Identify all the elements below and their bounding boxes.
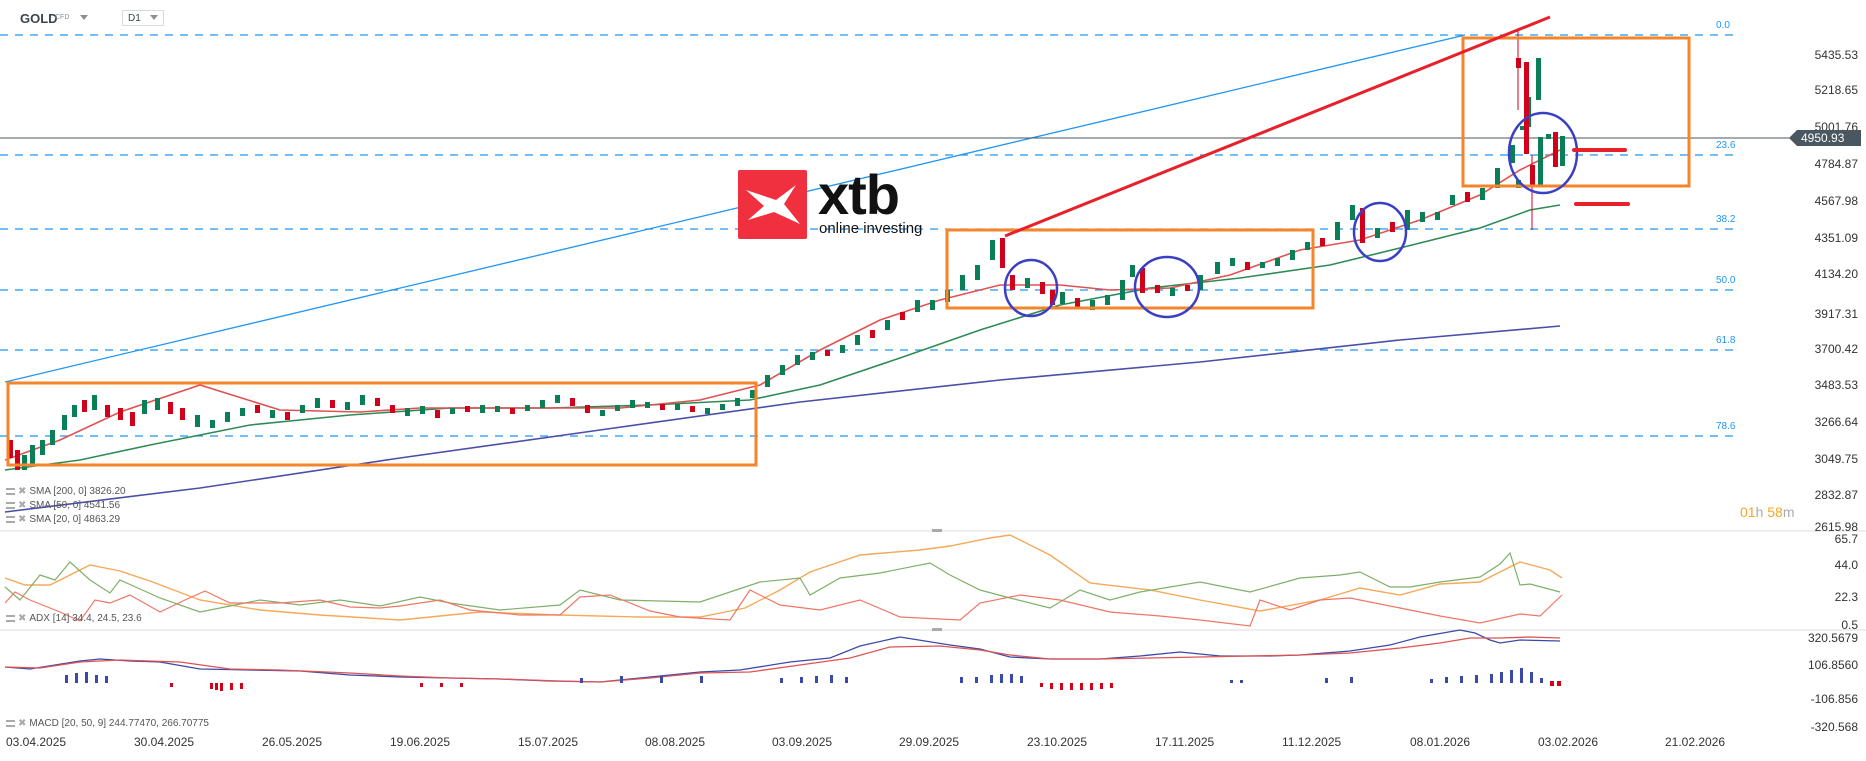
highlight-circles	[1003, 111, 1579, 319]
fib-label: 0.0	[1716, 20, 1730, 31]
price-label: 3266.64	[1814, 415, 1858, 429]
symbol-dropdown-icon[interactable]	[80, 15, 88, 20]
fib-label: 50.0	[1716, 275, 1736, 286]
price-label: 4567.98	[1814, 194, 1858, 208]
macd-axis-label: 106.8560	[1807, 658, 1858, 672]
fib-label: 38.2	[1716, 214, 1736, 225]
date-label: 08.01.2026	[1410, 735, 1471, 749]
legend-macd: ✖ MACD [20, 50, 9] 244.77470, 266.70775	[6, 718, 209, 729]
xtb-x-icon	[738, 170, 807, 239]
price-label: 5435.53	[1814, 48, 1858, 62]
settings-icon[interactable]	[6, 502, 15, 509]
date-label: 03.02.2026	[1538, 735, 1599, 749]
adx-axis-label: 0.5	[1841, 618, 1858, 632]
legend-sma50: ✖ SMA [50, 0] 4541.56	[6, 500, 120, 511]
price-label: 3049.75	[1814, 452, 1858, 466]
price-label: 3700.42	[1814, 342, 1858, 356]
close-icon[interactable]: ✖	[18, 486, 27, 497]
macd-axis-label: -320.568	[1810, 720, 1858, 734]
price-label: 4134.20	[1814, 267, 1858, 281]
chart-toolbar: GOLD CFD D1	[0, 0, 1866, 32]
legend-adx: ✖ ADX [14] 34.4, 24.5, 23.6	[6, 613, 142, 624]
date-label: 26.05.2025	[262, 735, 323, 749]
settings-icon[interactable]	[6, 615, 15, 622]
symbol-name[interactable]: GOLD	[20, 11, 58, 26]
date-label: 23.10.2025	[1027, 735, 1088, 749]
date-label: 29.09.2025	[899, 735, 960, 749]
date-label: 03.04.2025	[6, 735, 67, 749]
timeframe-value: D1	[128, 13, 141, 24]
fibonacci-levels	[0, 34, 1740, 437]
current-price-tag: 4950.93	[1789, 130, 1861, 146]
date-label: 03.09.2025	[772, 735, 833, 749]
symbol-type: CFD	[55, 14, 70, 21]
price-label: 2615.98	[1814, 520, 1858, 534]
date-label: 08.08.2025	[645, 735, 706, 749]
legend-sma200: ✖ SMA [200, 0] 3826.20	[6, 486, 126, 497]
adx-axis-label: 22.3	[1834, 590, 1858, 604]
price-label: 4351.09	[1814, 231, 1858, 245]
close-icon[interactable]: ✖	[18, 613, 27, 624]
price-label: 4784.87	[1814, 157, 1858, 171]
macd-axis-label: -106.856	[1810, 692, 1858, 706]
close-icon[interactable]: ✖	[18, 500, 27, 511]
settings-icon[interactable]	[6, 516, 15, 523]
settings-icon[interactable]	[6, 720, 15, 727]
settings-icon[interactable]	[6, 488, 15, 495]
date-label: 15.07.2025	[518, 735, 579, 749]
macd-axis-label: 320.5679	[1807, 631, 1858, 645]
adx-axis-label: 65.7	[1834, 532, 1858, 546]
candle-countdown: 01h 58m	[1740, 504, 1795, 520]
price-label: 2832.87	[1814, 488, 1858, 502]
fib-label: 78.6	[1716, 421, 1736, 432]
date-label: 30.04.2025	[134, 735, 195, 749]
close-icon[interactable]: ✖	[18, 514, 27, 525]
price-label: 3917.31	[1814, 307, 1858, 321]
adx-axis-label: 44.0	[1834, 558, 1858, 572]
date-label: 19.06.2025	[390, 735, 451, 749]
price-label: 3483.53	[1814, 378, 1858, 392]
price-label: 5218.65	[1814, 83, 1858, 97]
logo-tagline: online investing	[819, 220, 923, 237]
chevron-down-icon	[150, 15, 158, 20]
fib-label: 23.6	[1716, 140, 1736, 151]
logo-brand: xtb	[818, 163, 900, 226]
timeframe-select[interactable]: D1	[122, 10, 164, 26]
fib-label: 61.8	[1716, 335, 1736, 346]
date-label: 11.12.2025	[1282, 735, 1342, 749]
candlesticks	[8, 30, 1565, 470]
legend-sma20: ✖ SMA [20, 0] 4863.29	[6, 514, 120, 525]
date-label: 21.02.2026	[1665, 735, 1726, 749]
range-boxes	[6, 36, 1691, 467]
close-icon[interactable]: ✖	[18, 718, 27, 729]
date-label: 17.11.2025	[1155, 735, 1215, 749]
